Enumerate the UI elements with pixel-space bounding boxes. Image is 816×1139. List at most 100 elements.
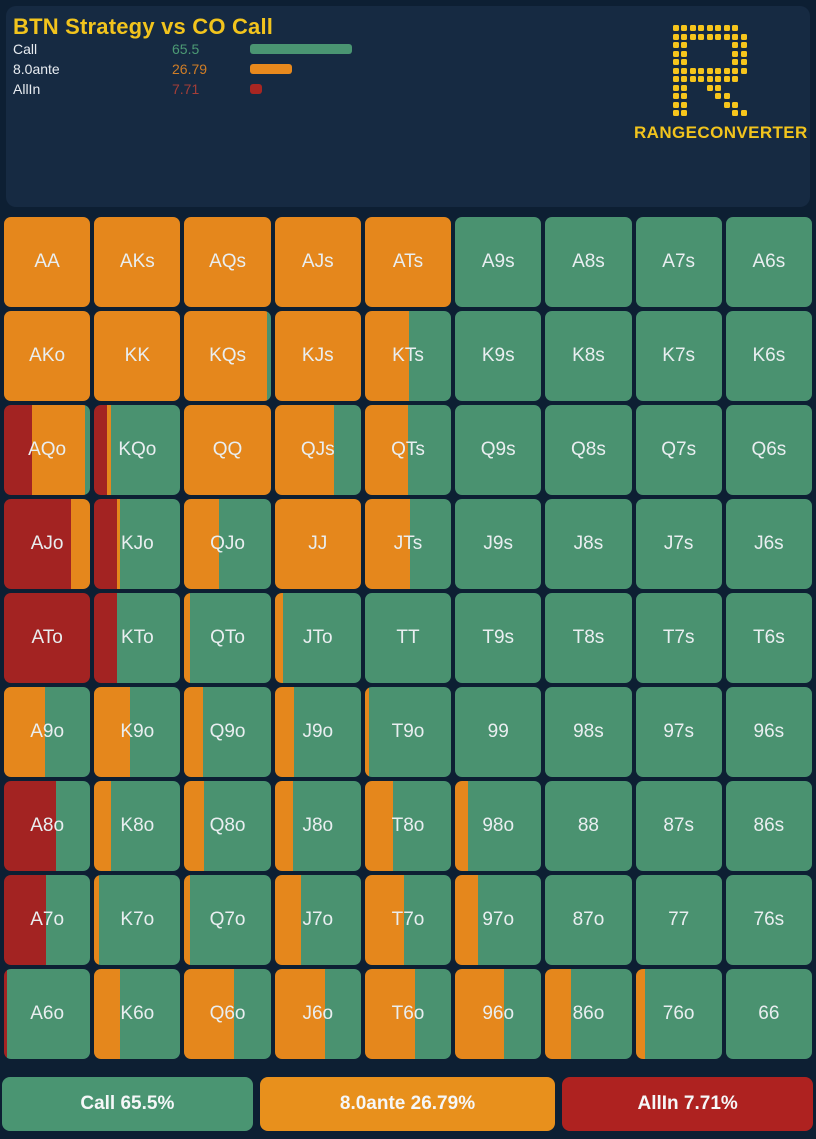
cell-A9s[interactable]: A9s — [455, 217, 542, 307]
cell-label: 87s — [663, 815, 694, 836]
cell-76s[interactable]: 76s — [725, 875, 812, 965]
cell-J7s[interactable]: J7s — [635, 499, 722, 589]
footer-button-ante[interactable]: 8.0ante 26.79% — [259, 1077, 556, 1131]
cell-K6s[interactable]: K6s — [725, 311, 812, 401]
cell-KQo[interactable]: KQo — [94, 405, 181, 495]
cell-QJs[interactable]: QJs — [274, 405, 361, 495]
cell-Q9o[interactable]: Q9o — [184, 687, 271, 777]
cell-87s[interactable]: 87s — [635, 781, 722, 871]
cell-77-call-segment — [635, 875, 722, 965]
cell-AKs[interactable]: AKs — [94, 217, 181, 307]
cell-K9s-call-segment — [455, 311, 542, 401]
cell-T6o[interactable]: T6o — [364, 969, 452, 1059]
cell-JTs[interactable]: JTs — [364, 499, 452, 589]
cell-KJo[interactable]: KJo — [94, 499, 181, 589]
cell-J6s[interactable]: J6s — [725, 499, 812, 589]
cell-97s[interactable]: 97s — [635, 687, 722, 777]
cell-ATo[interactable]: ATo — [4, 593, 91, 683]
cell-JTo[interactable]: JTo — [274, 593, 361, 683]
cell-Q7s[interactable]: Q7s — [635, 405, 722, 495]
cell-Q8s[interactable]: Q8s — [545, 405, 632, 495]
cell-J9o[interactable]: J9o — [274, 687, 361, 777]
cell-J7o[interactable]: J7o — [274, 875, 361, 965]
cell-98s[interactable]: 98s — [545, 687, 632, 777]
cell-86s[interactable]: 86s — [725, 781, 812, 871]
cell-87o[interactable]: 87o — [545, 875, 632, 965]
cell-A7o[interactable]: A7o — [4, 875, 91, 965]
cell-66[interactable]: 66 — [725, 969, 812, 1059]
cell-J9s[interactable]: J9s — [455, 499, 542, 589]
cell-QTo[interactable]: QTo — [184, 593, 271, 683]
cell-K8o-ante-segment — [94, 781, 112, 871]
legend-bar-ante — [250, 64, 292, 74]
cell-KTo[interactable]: KTo — [94, 593, 181, 683]
cell-TT[interactable]: TT — [364, 593, 452, 683]
cell-T8s[interactable]: T8s — [545, 593, 632, 683]
cell-KK[interactable]: KK — [94, 311, 181, 401]
cell-96s[interactable]: 96s — [725, 687, 812, 777]
cell-T7s[interactable]: T7s — [635, 593, 722, 683]
cell-T6s[interactable]: T6s — [725, 593, 812, 683]
cell-AKo[interactable]: AKo — [4, 311, 91, 401]
cell-T8s-call-segment — [545, 593, 632, 683]
cell-AQs[interactable]: AQs — [184, 217, 271, 307]
cell-A9o[interactable]: A9o — [4, 687, 91, 777]
cell-Q6s-call-segment — [725, 405, 812, 495]
cell-KTs[interactable]: KTs — [364, 311, 452, 401]
cell-99[interactable]: 99 — [455, 687, 542, 777]
cell-76o[interactable]: 76o — [635, 969, 722, 1059]
cell-J8o[interactable]: J8o — [274, 781, 361, 871]
footer-button-call[interactable]: Call 65.5% — [2, 1077, 253, 1131]
cell-A6s[interactable]: A6s — [725, 217, 812, 307]
cell-KJs[interactable]: KJs — [274, 311, 361, 401]
cell-T8o[interactable]: T8o — [364, 781, 452, 871]
cell-label: K7s — [662, 345, 696, 366]
cell-Q6o[interactable]: Q6o — [184, 969, 271, 1059]
cell-label: J7s — [663, 533, 694, 554]
cell-QJo[interactable]: QJo — [184, 499, 271, 589]
cell-A7s[interactable]: A7s — [635, 217, 722, 307]
cell-A8o[interactable]: A8o — [4, 781, 91, 871]
cell-label: Q8o — [209, 815, 246, 836]
cell-KK-ante-segment — [94, 311, 181, 401]
cell-A8s[interactable]: A8s — [545, 217, 632, 307]
cell-86o[interactable]: 86o — [545, 969, 632, 1059]
cell-K8s[interactable]: K8s — [545, 311, 632, 401]
cell-AJo[interactable]: AJo — [4, 499, 91, 589]
cell-J8s[interactable]: J8s — [545, 499, 632, 589]
cell-label: AJs — [301, 251, 334, 272]
cell-label: Q9s — [480, 439, 516, 460]
cell-Q9s[interactable]: Q9s — [455, 405, 542, 495]
cell-AJs[interactable]: AJs — [274, 217, 361, 307]
cell-QTs[interactable]: QTs — [364, 405, 452, 495]
footer-button-allin[interactable]: AllIn 7.71% — [562, 1077, 813, 1131]
cell-J6o[interactable]: J6o — [274, 969, 361, 1059]
cell-K9o[interactable]: K9o — [94, 687, 181, 777]
cell-98o[interactable]: 98o — [455, 781, 542, 871]
cell-AA[interactable]: AA — [4, 217, 91, 307]
cell-T7o[interactable]: T7o — [364, 875, 452, 965]
cell-K7o[interactable]: K7o — [94, 875, 181, 965]
cell-K7s[interactable]: K7s — [635, 311, 722, 401]
cell-JJ[interactable]: JJ — [274, 499, 361, 589]
cell-K9s[interactable]: K9s — [455, 311, 542, 401]
cell-ATs[interactable]: ATs — [364, 217, 452, 307]
cell-AKo-ante-segment — [4, 311, 91, 401]
cell-88[interactable]: 88 — [545, 781, 632, 871]
cell-label: T7s — [662, 627, 695, 648]
cell-QQ[interactable]: QQ — [184, 405, 271, 495]
cell-96o[interactable]: 96o — [455, 969, 542, 1059]
cell-label: KJs — [301, 345, 334, 366]
cell-Q6s[interactable]: Q6s — [725, 405, 812, 495]
cell-77[interactable]: 77 — [635, 875, 722, 965]
cell-T9o[interactable]: T9o — [364, 687, 452, 777]
cell-Q8o[interactable]: Q8o — [184, 781, 271, 871]
cell-KQs[interactable]: KQs — [184, 311, 271, 401]
cell-AQo[interactable]: AQo — [4, 405, 91, 495]
cell-A6o[interactable]: A6o — [4, 969, 91, 1059]
cell-97o[interactable]: 97o — [455, 875, 542, 965]
cell-T9s[interactable]: T9s — [455, 593, 542, 683]
cell-K6o[interactable]: K6o — [94, 969, 181, 1059]
cell-Q7o[interactable]: Q7o — [184, 875, 271, 965]
cell-K8o[interactable]: K8o — [94, 781, 181, 871]
